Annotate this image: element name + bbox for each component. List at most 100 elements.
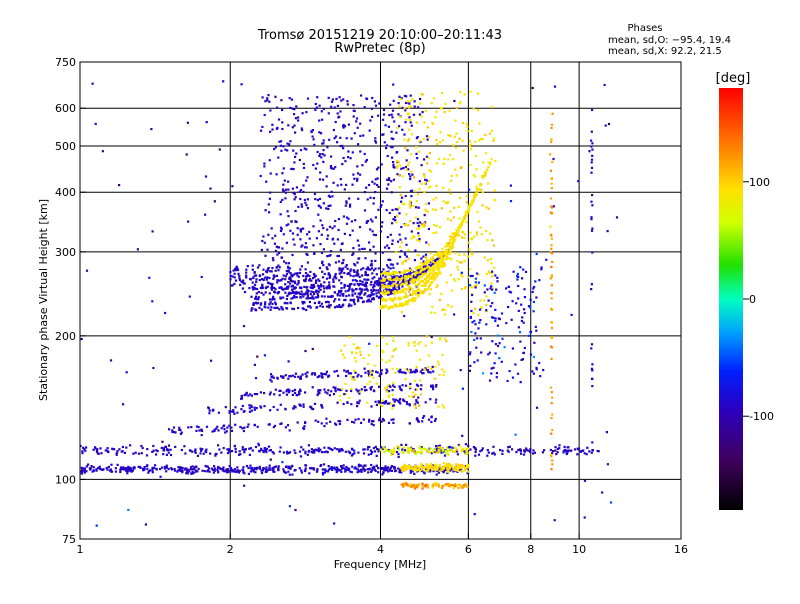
data-point bbox=[474, 454, 477, 457]
data-point bbox=[267, 306, 270, 309]
data-point bbox=[292, 273, 295, 276]
data-point bbox=[456, 453, 459, 456]
data-point bbox=[551, 160, 554, 164]
data-point bbox=[591, 142, 594, 145]
data-point bbox=[435, 266, 438, 269]
data-point bbox=[293, 375, 297, 378]
data-point bbox=[168, 428, 171, 431]
data-point bbox=[466, 452, 469, 455]
data-point bbox=[333, 370, 336, 373]
data-point bbox=[235, 470, 238, 474]
data-point bbox=[408, 116, 411, 119]
data-point bbox=[267, 94, 270, 97]
data-point bbox=[356, 261, 359, 264]
data-point bbox=[432, 464, 435, 467]
data-point bbox=[342, 303, 345, 306]
data-point bbox=[358, 399, 361, 402]
data-point bbox=[188, 470, 191, 473]
data-point bbox=[284, 197, 287, 200]
data-point bbox=[469, 205, 472, 208]
data-point bbox=[409, 467, 412, 470]
data-point bbox=[342, 123, 345, 127]
data-point bbox=[409, 368, 412, 371]
data-point bbox=[378, 417, 381, 420]
data-point bbox=[281, 247, 284, 250]
data-point bbox=[291, 284, 294, 287]
data-point bbox=[462, 484, 465, 487]
data-point bbox=[244, 448, 247, 451]
data-point bbox=[442, 471, 445, 474]
data-point bbox=[549, 211, 553, 214]
data-point bbox=[382, 467, 385, 470]
x-tick-label: 2 bbox=[227, 543, 234, 556]
data-point bbox=[241, 404, 244, 408]
data-point bbox=[348, 283, 352, 286]
data-point bbox=[346, 100, 349, 103]
data-point bbox=[406, 465, 409, 469]
data-point bbox=[391, 367, 394, 370]
data-point bbox=[404, 378, 407, 381]
data-point bbox=[444, 245, 447, 248]
data-point bbox=[367, 278, 370, 281]
data-point bbox=[233, 268, 237, 271]
data-point bbox=[293, 405, 296, 408]
data-point bbox=[273, 470, 276, 473]
data-point bbox=[328, 284, 331, 287]
data-point bbox=[449, 448, 452, 451]
data-point bbox=[477, 188, 480, 191]
data-point bbox=[444, 451, 447, 454]
data-point bbox=[485, 323, 488, 326]
data-point bbox=[374, 234, 377, 237]
data-point bbox=[418, 447, 421, 450]
data-point bbox=[268, 197, 271, 200]
data-point bbox=[335, 369, 338, 373]
data-point bbox=[329, 420, 332, 423]
data-point bbox=[236, 469, 239, 472]
data-point bbox=[317, 278, 320, 281]
data-point bbox=[418, 227, 421, 230]
data-point bbox=[229, 450, 232, 453]
data-point bbox=[210, 467, 213, 470]
data-point bbox=[432, 388, 435, 391]
data-point bbox=[417, 295, 420, 298]
data-point bbox=[394, 303, 397, 306]
data-point bbox=[511, 376, 515, 379]
data-point bbox=[328, 225, 332, 228]
data-point bbox=[276, 281, 279, 284]
data-point bbox=[467, 444, 470, 447]
data-point bbox=[237, 272, 240, 275]
data-point bbox=[276, 246, 280, 249]
data-point bbox=[458, 228, 461, 231]
data-point bbox=[356, 172, 360, 175]
data-point bbox=[332, 167, 335, 170]
data-point bbox=[324, 301, 328, 304]
data-point bbox=[381, 399, 384, 402]
data-point bbox=[425, 135, 429, 138]
data-point bbox=[320, 110, 323, 113]
data-point bbox=[120, 450, 123, 453]
data-point bbox=[417, 396, 420, 399]
data-point bbox=[488, 379, 492, 382]
data-point bbox=[312, 468, 316, 471]
data-point bbox=[337, 116, 340, 119]
data-point bbox=[312, 408, 315, 411]
data-point bbox=[334, 166, 337, 169]
data-point bbox=[406, 484, 409, 487]
data-point bbox=[345, 222, 349, 225]
data-point bbox=[427, 202, 430, 205]
data-point bbox=[433, 311, 436, 314]
data-point bbox=[425, 335, 428, 338]
data-point bbox=[471, 201, 474, 204]
data-point bbox=[437, 483, 440, 486]
data-point bbox=[426, 210, 429, 213]
data-point bbox=[238, 278, 241, 282]
data-point bbox=[519, 340, 522, 343]
data-point bbox=[224, 406, 227, 409]
data-point bbox=[551, 463, 554, 466]
data-point bbox=[272, 259, 275, 262]
data-point bbox=[358, 389, 361, 392]
data-point bbox=[435, 261, 438, 265]
data-point bbox=[413, 483, 416, 486]
data-point bbox=[400, 450, 404, 453]
data-point bbox=[289, 229, 292, 232]
